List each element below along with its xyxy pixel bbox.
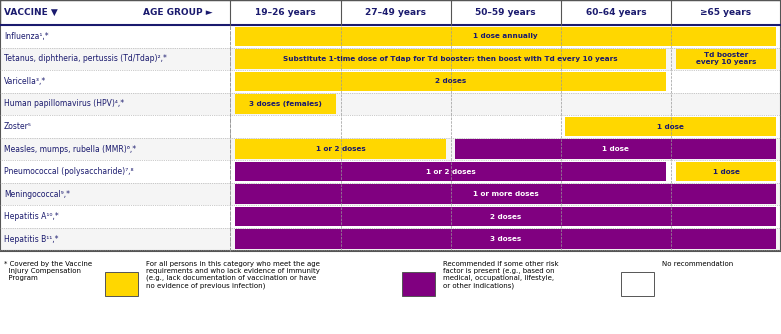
- Bar: [0, 138, 781, 160]
- Text: * Covered by the Vaccine
  Injury Compensation
  Program: * Covered by the Vaccine Injury Compensa…: [4, 261, 92, 281]
- Text: Substitute 1-time dose of Tdap for Td booster; then boost with Td every 10 years: Substitute 1-time dose of Tdap for Td bo…: [284, 56, 618, 62]
- Bar: [676, 162, 776, 181]
- Text: No recommendation: No recommendation: [662, 261, 733, 267]
- Bar: [235, 139, 446, 159]
- Bar: [0, 115, 781, 138]
- Text: Influenza¹,*: Influenza¹,*: [4, 32, 48, 41]
- Text: ≥65 years: ≥65 years: [701, 8, 751, 17]
- Bar: [235, 26, 776, 46]
- Bar: [235, 162, 666, 181]
- Text: 3 doses (females): 3 doses (females): [249, 101, 322, 107]
- Text: VACCINE ▼: VACCINE ▼: [4, 8, 58, 17]
- Text: 1 dose annually: 1 dose annually: [473, 33, 538, 39]
- Text: Zoster⁵: Zoster⁵: [4, 122, 32, 131]
- Bar: [0, 70, 781, 93]
- Bar: [0, 25, 781, 48]
- Text: 19–26 years: 19–26 years: [255, 8, 316, 17]
- Text: Hepatitis A¹⁰,*: Hepatitis A¹⁰,*: [4, 212, 59, 221]
- Text: AGE GROUP ►: AGE GROUP ►: [143, 8, 212, 17]
- Text: 1 or more doses: 1 or more doses: [473, 191, 539, 197]
- Bar: [105, 272, 138, 296]
- Bar: [0, 228, 781, 250]
- Text: 2 doses: 2 doses: [490, 214, 522, 220]
- Text: 50–59 years: 50–59 years: [476, 8, 536, 17]
- Text: Meningococcal⁹,*: Meningococcal⁹,*: [4, 190, 70, 199]
- Bar: [0, 205, 781, 228]
- Bar: [402, 272, 435, 296]
- Text: 27–49 years: 27–49 years: [365, 8, 426, 17]
- Bar: [0, 0, 781, 25]
- Text: Pneumococcal (polysaccharide)⁷,⁸: Pneumococcal (polysaccharide)⁷,⁸: [4, 167, 134, 176]
- Bar: [676, 49, 776, 68]
- Bar: [621, 272, 654, 296]
- Text: 1 dose: 1 dose: [658, 124, 684, 130]
- Text: Hepatitis B¹¹,*: Hepatitis B¹¹,*: [4, 235, 59, 244]
- Bar: [0, 183, 781, 205]
- Text: 1 dose: 1 dose: [712, 169, 740, 175]
- Text: Varicella³,*: Varicella³,*: [4, 77, 46, 86]
- Text: 2 doses: 2 doses: [435, 78, 466, 85]
- Bar: [235, 207, 776, 226]
- Bar: [235, 71, 666, 91]
- Text: Recommended if some other risk
factor is present (e.g., based on
medical, occupa: Recommended if some other risk factor is…: [443, 261, 558, 289]
- Text: Human papillomavirus (HPV)⁴,*: Human papillomavirus (HPV)⁴,*: [4, 100, 124, 109]
- Text: 1 or 2 doses: 1 or 2 doses: [426, 169, 476, 175]
- Text: 3 doses: 3 doses: [490, 236, 522, 242]
- Bar: [235, 184, 776, 204]
- Bar: [235, 49, 666, 68]
- Bar: [455, 139, 776, 159]
- Bar: [235, 229, 776, 249]
- Bar: [235, 94, 336, 114]
- Text: Measles, mumps, rubella (MMR)⁶,*: Measles, mumps, rubella (MMR)⁶,*: [4, 145, 136, 154]
- Bar: [565, 117, 776, 136]
- Text: For all persons in this category who meet the age
requirements and who lack evid: For all persons in this category who mee…: [146, 261, 320, 289]
- Text: 60–64 years: 60–64 years: [586, 8, 646, 17]
- Bar: [0, 160, 781, 183]
- Text: 1 dose: 1 dose: [602, 146, 629, 152]
- Text: Tetanus, diphtheria, pertussis (Td/Tdap)²,*: Tetanus, diphtheria, pertussis (Td/Tdap)…: [4, 54, 167, 63]
- Text: Td booster
every 10 years: Td booster every 10 years: [696, 52, 756, 65]
- Bar: [0, 93, 781, 115]
- Text: 1 or 2 doses: 1 or 2 doses: [316, 146, 366, 152]
- Bar: [0, 47, 781, 70]
